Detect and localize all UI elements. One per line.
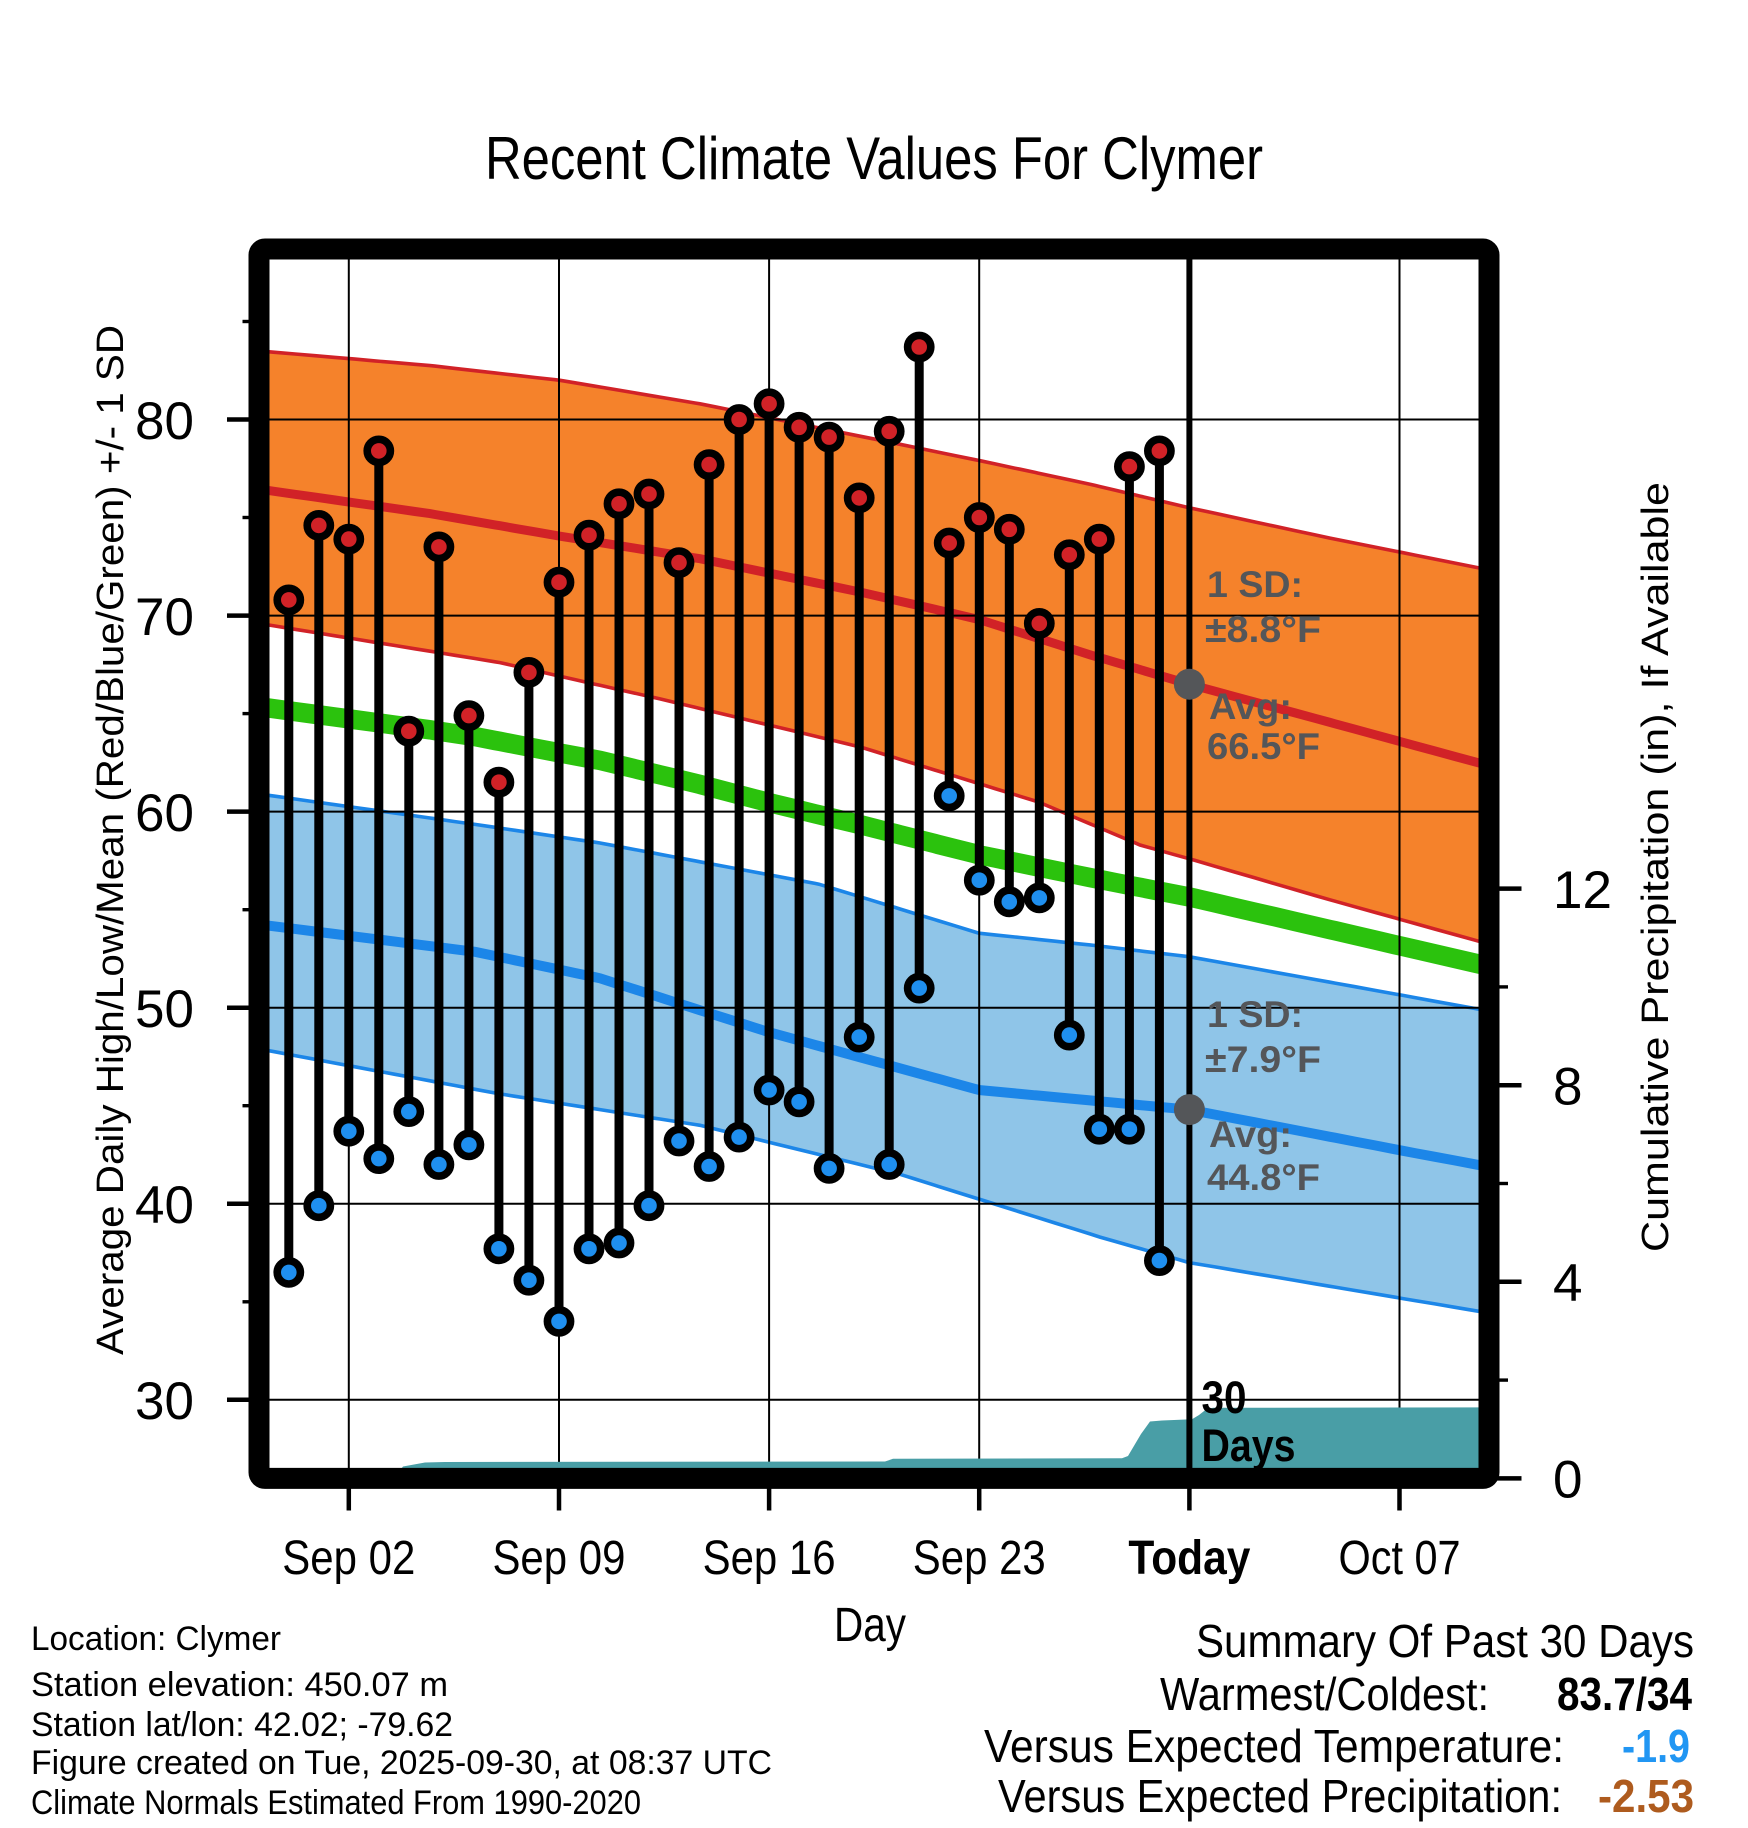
svg-text:Sep 23: Sep 23 [913,1532,1046,1585]
svg-text:Figure created on Tue, 2025-09: Figure created on Tue, 2025-09-30, at 08… [31,1744,772,1782]
svg-text:Sep 16: Sep 16 [703,1532,836,1585]
svg-text:Location: Clymer: Location: Clymer [31,1620,281,1658]
svg-text:Today: Today [1128,1532,1250,1585]
svg-text:±8.8°F: ±8.8°F [1205,609,1321,650]
svg-text:60: 60 [135,784,194,843]
svg-text:30: 30 [135,1372,194,1431]
svg-text:0: 0 [1553,1451,1582,1510]
svg-text:Cumulative Precipitation (in),: Cumulative Precipitation (in), If Availa… [1635,482,1677,1252]
svg-text:Average Daily High/Low/Mean (R: Average Daily High/Low/Mean (Red/Blue/Gr… [90,325,132,1355]
svg-text:44.8°F: 44.8°F [1207,1157,1320,1198]
svg-text:-2.53: -2.53 [1598,1770,1694,1822]
svg-text:Avg:: Avg: [1209,686,1292,727]
svg-text:Station elevation: 450.07 m: Station elevation: 450.07 m [31,1666,448,1704]
svg-text:Climate Normals Estimated From: Climate Normals Estimated From 1990-2020 [31,1784,641,1822]
svg-text:Days: Days [1202,1420,1296,1471]
svg-text:1 SD:: 1 SD: [1207,994,1303,1035]
svg-text:4: 4 [1553,1254,1582,1313]
svg-text:40: 40 [135,1176,194,1235]
svg-text:Oct 07: Oct 07 [1339,1532,1461,1585]
svg-text:70: 70 [135,588,194,647]
svg-text:12: 12 [1553,861,1612,920]
svg-text:Sep 09: Sep 09 [492,1532,625,1585]
svg-text:Recent Climate Values For Clym: Recent Climate Values For Clymer [485,125,1263,192]
svg-text:8: 8 [1553,1058,1582,1117]
svg-text:Versus Expected Precipitation:: Versus Expected Precipitation: [998,1770,1562,1822]
svg-text:30: 30 [1202,1372,1247,1423]
svg-text:Station lat/lon: 42.02; -79.62: Station lat/lon: 42.02; -79.62 [31,1706,453,1744]
svg-text:50: 50 [135,980,194,1039]
svg-text:83.7/34: 83.7/34 [1557,1668,1692,1720]
svg-text:1 SD:: 1 SD: [1207,564,1303,605]
svg-text:Summary Of Past 30 Days: Summary Of Past 30 Days [1196,1615,1694,1667]
svg-text:Versus Expected Temperature:: Versus Expected Temperature: [984,1720,1564,1772]
svg-text:Day: Day [834,1599,906,1652]
svg-text:Sep 02: Sep 02 [282,1532,415,1585]
svg-text:±7.9°F: ±7.9°F [1205,1039,1321,1080]
svg-text:-1.9: -1.9 [1622,1720,1690,1772]
svg-text:66.5°F: 66.5°F [1207,726,1320,767]
svg-text:80: 80 [135,392,194,451]
svg-text:Avg:: Avg: [1209,1114,1292,1155]
svg-text:Warmest/Coldest:: Warmest/Coldest: [1160,1668,1489,1720]
